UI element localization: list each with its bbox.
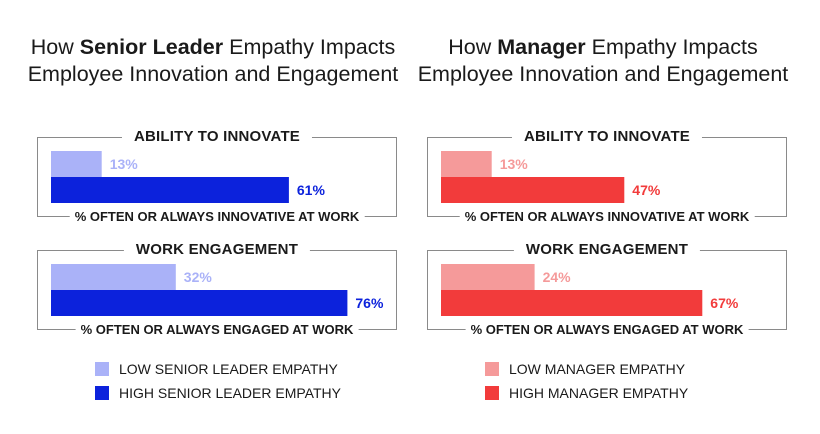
- title-emphasis: Manager: [497, 35, 586, 59]
- legend-swatch-high: [95, 386, 109, 400]
- legend-item-low: LOW MANAGER EMPATHY: [485, 357, 688, 381]
- bar-low: [51, 151, 102, 177]
- innovate-box: ABILITY TO INNOVATE % OFTEN OR ALWAYS IN…: [37, 128, 397, 225]
- panel-title: How Senior Leader Empathy Impacts Employ…: [23, 34, 403, 88]
- innovate-box: ABILITY TO INNOVATE % OFTEN OR ALWAYS IN…: [427, 128, 787, 225]
- bar-chart: 13% 61% 32% 76%: [51, 151, 384, 316]
- panel-manager: How Manager Empathy Impacts Employee Inn…: [413, 0, 793, 434]
- bar-value-label: 61%: [297, 182, 326, 198]
- group-heading: ABILITY TO INNOVATE: [121, 128, 313, 146]
- group-heading: WORK ENGAGEMENT: [123, 241, 311, 259]
- title-prefix: How: [448, 35, 498, 59]
- bar-high: [441, 290, 703, 316]
- panel-senior-leader: How Senior Leader Empathy Impacts Employ…: [23, 0, 403, 434]
- legend-item-high: HIGH MANAGER EMPATHY: [485, 381, 688, 405]
- legend-swatch-high: [485, 386, 499, 400]
- title-suffix: Empathy Impacts Employee Innovation and …: [417, 35, 789, 86]
- bar-chart: 13% 47% 24% 67%: [441, 151, 739, 316]
- legend-item-low: LOW SENIOR LEADER EMPATHY: [95, 357, 341, 381]
- title-emphasis: Senior Leader: [79, 35, 224, 59]
- group-footnote: % OFTEN OR ALWAYS INNOVATIVE AT WORK: [69, 209, 365, 225]
- bar-high: [441, 177, 625, 203]
- engagement-box: WORK ENGAGEMENT % OFTEN OR ALWAYS ENGAGE…: [37, 241, 397, 338]
- bar-value-label: 76%: [355, 295, 384, 311]
- title-prefix: How: [30, 35, 80, 59]
- bar-low: [51, 264, 176, 290]
- bar-value-label: 24%: [543, 269, 572, 285]
- group-heading: WORK ENGAGEMENT: [513, 241, 701, 259]
- bar-value-label: 13%: [110, 156, 139, 172]
- legend-label-low: LOW MANAGER EMPATHY: [509, 361, 686, 377]
- engagement-box: WORK ENGAGEMENT % OFTEN OR ALWAYS ENGAGE…: [427, 241, 787, 338]
- bar-value-label: 13%: [500, 156, 529, 172]
- legend-label-high: HIGH MANAGER EMPATHY: [509, 385, 689, 401]
- group-footnote: % OFTEN OR ALWAYS ENGAGED AT WORK: [75, 322, 359, 338]
- panel-title: How Manager Empathy Impacts Employee Inn…: [413, 34, 793, 88]
- legend: LOW SENIOR LEADER EMPATHY HIGH SENIOR LE…: [95, 357, 341, 405]
- bar-low: [441, 264, 535, 290]
- bar-value-label: 32%: [184, 269, 213, 285]
- title-suffix: Empathy Impacts Employee Innovation and …: [27, 35, 399, 86]
- group-heading: ABILITY TO INNOVATE: [511, 128, 703, 146]
- bar-low: [441, 151, 492, 177]
- legend-item-high: HIGH SENIOR LEADER EMPATHY: [95, 381, 341, 405]
- legend-swatch-low: [485, 362, 499, 376]
- legend-label-low: LOW SENIOR LEADER EMPATHY: [119, 361, 338, 377]
- bar-value-label: 67%: [710, 295, 739, 311]
- group-footnote: % OFTEN OR ALWAYS INNOVATIVE AT WORK: [459, 209, 755, 225]
- legend-label-high: HIGH SENIOR LEADER EMPATHY: [119, 385, 341, 401]
- bar-high: [51, 290, 348, 316]
- legend: LOW MANAGER EMPATHY HIGH MANAGER EMPATHY: [485, 357, 688, 405]
- group-footnote: % OFTEN OR ALWAYS ENGAGED AT WORK: [465, 322, 749, 338]
- legend-swatch-low: [95, 362, 109, 376]
- bar-high: [51, 177, 289, 203]
- bar-value-label: 47%: [632, 182, 661, 198]
